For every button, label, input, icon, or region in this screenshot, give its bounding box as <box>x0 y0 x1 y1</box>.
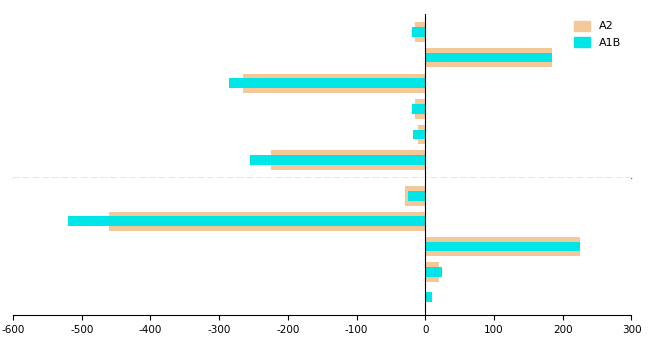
Bar <box>425 293 432 302</box>
Bar <box>425 262 439 281</box>
Bar <box>271 150 425 170</box>
Bar <box>411 104 425 114</box>
Bar <box>419 125 425 144</box>
Bar <box>415 99 425 119</box>
Bar <box>243 74 425 93</box>
Bar <box>250 155 425 165</box>
Bar <box>229 78 425 88</box>
Bar <box>425 267 443 277</box>
Bar <box>411 27 425 37</box>
Bar <box>405 186 425 205</box>
Bar <box>425 53 553 63</box>
Bar <box>109 212 425 231</box>
Bar <box>68 216 425 226</box>
Bar <box>413 130 425 139</box>
Bar <box>425 48 553 67</box>
Bar <box>425 237 580 256</box>
Bar <box>408 191 425 201</box>
Bar <box>415 22 425 42</box>
Legend: A2, A1B: A2, A1B <box>569 16 626 52</box>
Bar <box>425 242 580 251</box>
